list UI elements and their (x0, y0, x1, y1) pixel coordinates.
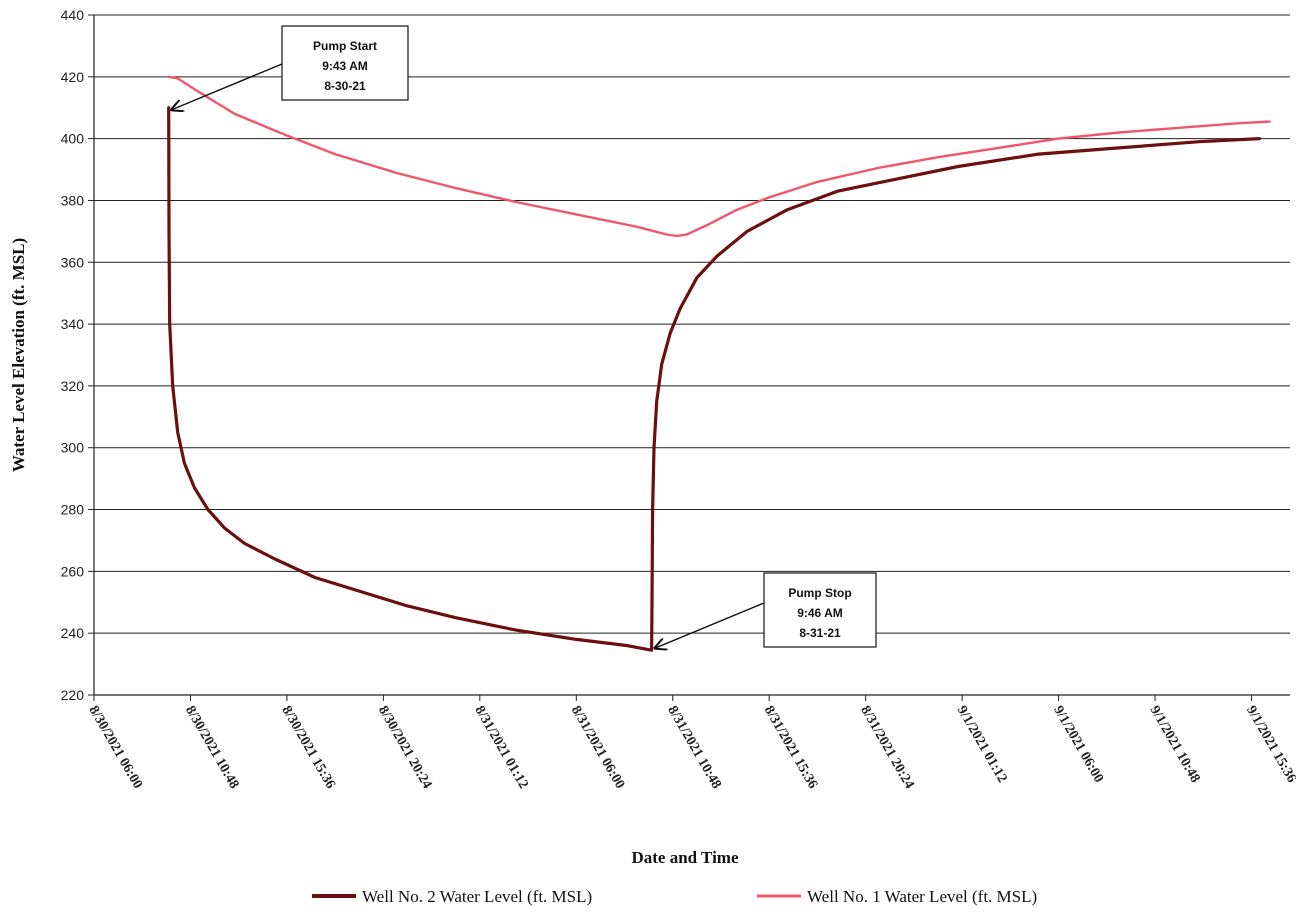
pump-start-annotation: Pump Start 9:43 AM 8-30-21 (172, 25, 409, 110)
y-tick-label: 420 (61, 69, 85, 85)
y-tick-label: 340 (61, 316, 85, 332)
x-tick-label: 8/31/2021 01:12 (471, 704, 530, 792)
legend: Well No. 2 Water Level (ft. MSL) Well No.… (312, 887, 1037, 906)
y-tick-labels: 220 240 260 280 300 320 340 360 380 400 420 440 (61, 7, 85, 703)
axes (88, 14, 1290, 701)
y-tick-label: 360 (61, 254, 85, 270)
gridlines (94, 14, 1290, 696)
annotation-box (763, 572, 877, 648)
x-tick-label: 9/1/2021 06:00 (1050, 704, 1106, 786)
annotation-text: Pump Stop (788, 586, 851, 600)
legend-item: Well No. 2 Water Level (ft. MSL) (312, 887, 592, 906)
annotation-arrow (655, 602, 765, 648)
y-tick-label: 320 (61, 378, 85, 394)
y-tick-label: 280 (61, 502, 85, 518)
legend-item: Well No. 1 Water Level (ft. MSL) (757, 887, 1037, 906)
annotation-arrow (172, 63, 283, 110)
series-lines (167, 75, 1271, 652)
x-tick-labels: 8/30/2021 06:00 8/30/2021 10:48 8/30/2021 … (86, 704, 1296, 792)
pump-stop-annotation: Pump Stop 9:46 AM 8-31-21 (655, 572, 877, 648)
x-axis-title: Date and Time (631, 848, 739, 867)
x-tick-label: 9/1/2021 10:48 (1147, 704, 1203, 786)
legend-label: Well No. 2 Water Level (ft. MSL) (362, 887, 592, 906)
x-tick-label: 8/31/2021 20:24 (857, 704, 916, 792)
x-tick-label: 8/30/2021 20:24 (375, 704, 434, 792)
annotation-text: 8-31-21 (799, 626, 841, 640)
annotation-box (281, 25, 409, 101)
annotations: Pump Start 9:43 AM 8-30-21 Pump Stop 9:46 AM… (172, 25, 877, 648)
x-tick-label: 8/31/2021 06:00 (568, 704, 627, 792)
y-tick-label: 220 (61, 687, 85, 703)
y-axis-title: Water Level Elevation (ft. MSL) (9, 238, 28, 472)
x-tick-label: 9/1/2021 01:12 (954, 704, 1010, 786)
legend-label: Well No. 1 Water Level (ft. MSL) (807, 887, 1037, 906)
y-tick-label: 400 (61, 131, 85, 147)
x-tick-label: 8/30/2021 06:00 (86, 704, 145, 792)
y-tick-label: 440 (61, 7, 85, 23)
y-tick-label: 240 (61, 625, 85, 641)
x-tick-label: 9/1/2021 15:36 (1243, 704, 1296, 786)
x-tick-label: 8/30/2021 10:48 (182, 704, 241, 792)
y-tick-label: 260 (61, 563, 85, 579)
annotation-text: Pump Start (313, 39, 377, 53)
x-tick-label: 8/31/2021 15:36 (761, 704, 820, 792)
annotation-text: 9:43 AM (322, 59, 368, 73)
series-line-well-1 (167, 75, 1271, 238)
y-tick-label: 380 (61, 192, 85, 208)
y-tick-label: 300 (61, 440, 85, 456)
x-tick-label: 8/30/2021 15:36 (278, 704, 337, 792)
annotation-text: 9:46 AM (797, 606, 843, 620)
series-line-well-2 (167, 106, 1262, 652)
annotation-text: 8-30-21 (324, 79, 366, 93)
x-tick-label: 8/31/2021 10:48 (664, 704, 723, 792)
